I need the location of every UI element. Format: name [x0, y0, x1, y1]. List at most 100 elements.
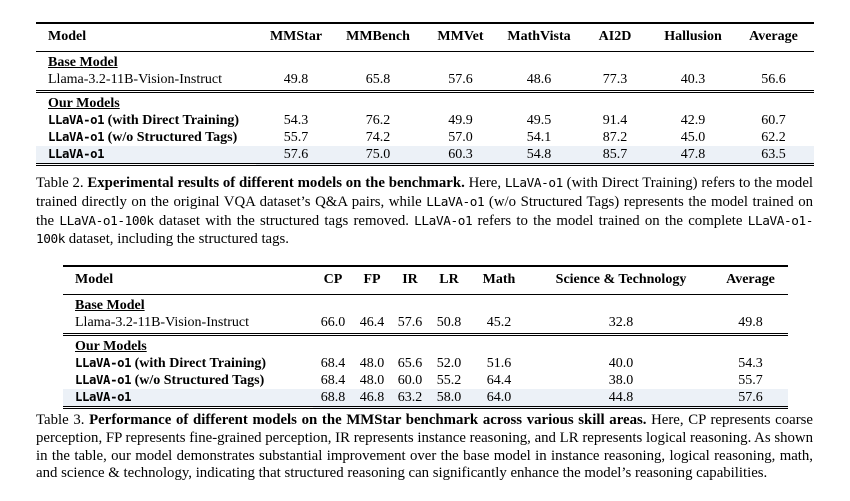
- model-cell: LLaVA-o1: [63, 389, 313, 408]
- text-segment: LLaVA-o1: [48, 130, 105, 144]
- value-cell: 55.2: [436, 373, 462, 388]
- value-cell: 48.6: [501, 71, 577, 93]
- column-header: Science & Technology: [529, 266, 713, 295]
- mmstar-skills-table: Model CP FP IR LR Math Science & Technology Ave…: [63, 265, 788, 409]
- section-heading: Base Model: [36, 52, 814, 72]
- section-heading-label: Base Model: [75, 298, 145, 313]
- text-segment: (w/o Structured Tags): [104, 130, 238, 145]
- text-segment: (with Direct Training) refers to the mod…: [36, 175, 814, 210]
- value-cell: 64.0: [469, 389, 529, 408]
- model-cell: LLaVA-o1: [36, 146, 256, 165]
- value-cell: 49.9: [448, 113, 473, 128]
- value-cell: 62.2: [761, 130, 786, 145]
- value-cell: 65.6: [397, 356, 423, 371]
- text-segment: (with Direct Training): [104, 113, 240, 128]
- value-cell: 48.0: [359, 373, 385, 388]
- section-heading-label: Base Model: [48, 55, 118, 70]
- column-header: LR: [429, 266, 469, 295]
- value-cell: 49.8: [713, 314, 788, 336]
- value-cell: 85.7: [577, 146, 653, 165]
- value-cell: 44.8: [529, 389, 713, 408]
- value-cell: 66.0: [313, 314, 353, 336]
- value-cell: 48.0: [359, 356, 385, 371]
- value-cell: 45.0: [680, 130, 706, 145]
- text-segment: (w/o Structured Tags) represents the mod…: [36, 193, 813, 229]
- column-header: Hallusion: [653, 23, 733, 52]
- text-segment: (w/o Structured Tags): [131, 373, 265, 388]
- table-row: LLaVA-o1 (with Direct Training) 54.3 76.2 4…: [36, 112, 814, 129]
- column-header: MMBench: [336, 23, 420, 52]
- column-header: Average: [713, 266, 788, 295]
- table-row: Llama-3.2-11B-Vision-Instruct 49.8 65.8 57.…: [36, 71, 814, 93]
- text-segment: dataset, including the structured tags.: [65, 231, 289, 248]
- table-row: LLaVA-o1 (w/o Structured Tags) 55.7 74.2 57…: [36, 129, 814, 146]
- text-segment: LLaVA-o1: [75, 356, 132, 370]
- value-cell: 49.8: [256, 71, 336, 93]
- column-header: MMStar: [256, 23, 336, 52]
- model-cell: Llama-3.2-11B-Vision-Instruct: [36, 71, 256, 93]
- value-cell: 55.7: [283, 130, 309, 145]
- value-cell: 38.0: [608, 373, 634, 388]
- text-segment: Here, CP represents coarse perception, F…: [36, 412, 813, 482]
- value-cell: 52.0: [436, 356, 462, 371]
- section-heading: Our Models: [36, 92, 814, 113]
- text-segment: Llama-3.2-11B-Vision-Instruct: [48, 72, 222, 87]
- value-cell: 63.2: [391, 389, 429, 408]
- value-cell: 57.6: [713, 389, 788, 408]
- text-segment: Performance of different models on the M…: [89, 412, 647, 428]
- column-header: AI2D: [577, 23, 653, 52]
- text-segment: LLaVA-o1: [75, 373, 132, 387]
- value-cell: 60.3: [420, 146, 501, 165]
- table-row: LLaVA-o1 57.6 75.0 60.3 54.8 85.7 47.8 63.5: [36, 146, 814, 165]
- column-header: IR: [391, 266, 429, 295]
- section-heading-row: Base Model: [63, 295, 788, 315]
- text-segment: LLaVA-o1: [426, 193, 485, 209]
- value-cell: 54.3: [283, 113, 309, 128]
- column-header: FP: [353, 266, 391, 295]
- value-cell: 60.7: [761, 113, 786, 128]
- value-cell: 47.8: [653, 146, 733, 165]
- value-cell: 87.2: [602, 130, 628, 145]
- header-row: Model MMStar MMBench MMVet MathVista AI2D Hall…: [36, 23, 814, 52]
- value-cell: 51.6: [486, 356, 512, 371]
- value-cell: 74.2: [365, 130, 391, 145]
- value-cell: 56.6: [733, 71, 814, 93]
- column-header: Model: [63, 266, 313, 295]
- column-header: Model: [36, 23, 256, 52]
- model-cell: LLaVA-o1 (with Direct Training): [36, 112, 256, 129]
- model-cell: LLaVA-o1 (w/o Structured Tags): [36, 129, 256, 146]
- value-cell: 65.8: [336, 71, 420, 93]
- value-cell: 68.4: [320, 356, 346, 371]
- value-cell: 54.8: [501, 146, 577, 165]
- section-heading-row: Our Models: [36, 92, 814, 113]
- value-cell: 32.8: [529, 314, 713, 336]
- value-cell: 76.2: [365, 113, 391, 128]
- text-segment: refers to the model trained on the compl…: [472, 212, 748, 229]
- text-segment: Here,: [464, 175, 505, 191]
- value-cell: 75.0: [336, 146, 420, 165]
- text-segment: LLaVA-o1: [504, 175, 563, 190]
- table-row: LLaVA-o1 (w/o Structured Tags) 68.4 48.0 60…: [63, 372, 788, 389]
- value-cell: 57.6: [391, 314, 429, 336]
- value-cell: 50.8: [429, 314, 469, 336]
- text-segment: LLaVA-o1: [414, 212, 473, 228]
- text-segment: LLaVA-o1: [48, 147, 105, 161]
- value-cell: 68.8: [313, 389, 353, 408]
- text-segment: Llama-3.2-11B-Vision-Instruct: [75, 315, 249, 330]
- value-cell: 42.9: [680, 113, 706, 128]
- text-segment: LLaVA-o1-100k: [59, 212, 154, 228]
- text-segment: (with Direct Training): [131, 356, 267, 371]
- header-row: Model CP FP IR LR Math Science & Technology Ave…: [63, 266, 788, 295]
- column-header: MMVet: [420, 23, 501, 52]
- value-cell: 91.4: [602, 113, 628, 128]
- value-cell: 58.0: [429, 389, 469, 408]
- benchmark-results-table: Model MMStar MMBench MMVet MathVista AI2D Hall…: [36, 22, 814, 166]
- value-cell: 63.5: [733, 146, 814, 165]
- value-cell: 68.4: [320, 373, 346, 388]
- column-header: Average: [733, 23, 814, 52]
- text-segment: LLaVA-o1: [75, 390, 132, 404]
- value-cell: 57.0: [448, 130, 473, 145]
- value-cell: 45.2: [469, 314, 529, 336]
- value-cell: 46.8: [353, 389, 391, 408]
- text-segment: LLaVA-o1: [48, 113, 105, 127]
